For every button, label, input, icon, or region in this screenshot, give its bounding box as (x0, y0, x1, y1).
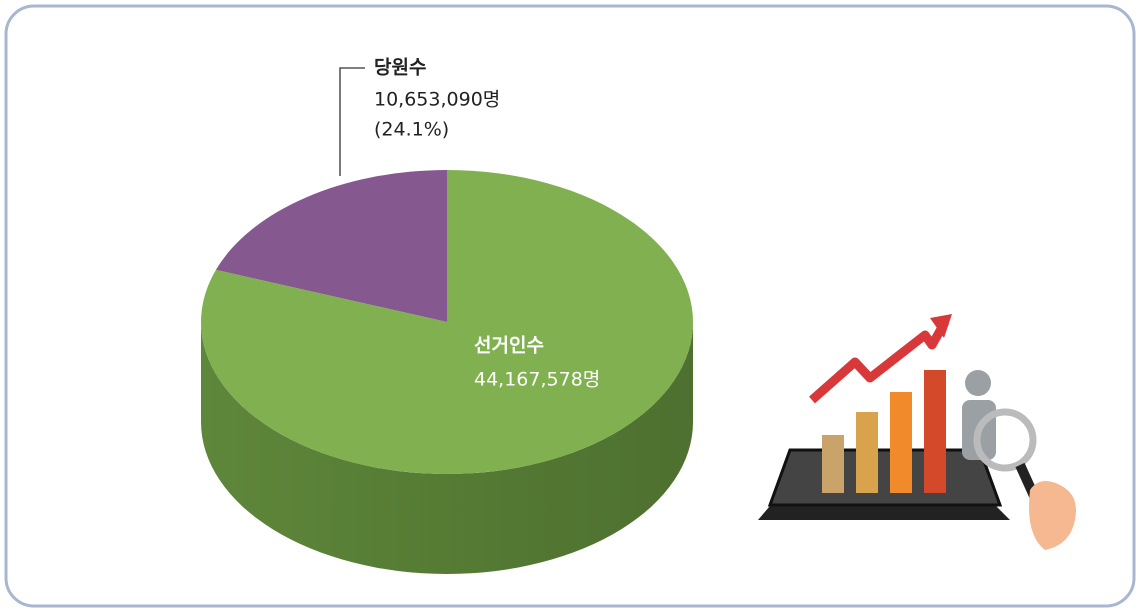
value-label: 10,653,090명 (374, 89, 500, 111)
value-label: 44,167,578명 (474, 369, 600, 391)
decor-icon (758, 314, 1076, 550)
slice-label: 선거인수 (474, 335, 544, 357)
leader-line (339, 67, 365, 176)
pie-side (201, 322, 693, 574)
slice-label: 당원수 (374, 57, 426, 79)
pie-slice (201, 170, 693, 475)
pie-slice (215, 170, 447, 322)
percent-label: (24.1%) (374, 119, 449, 141)
pie (201, 170, 693, 574)
